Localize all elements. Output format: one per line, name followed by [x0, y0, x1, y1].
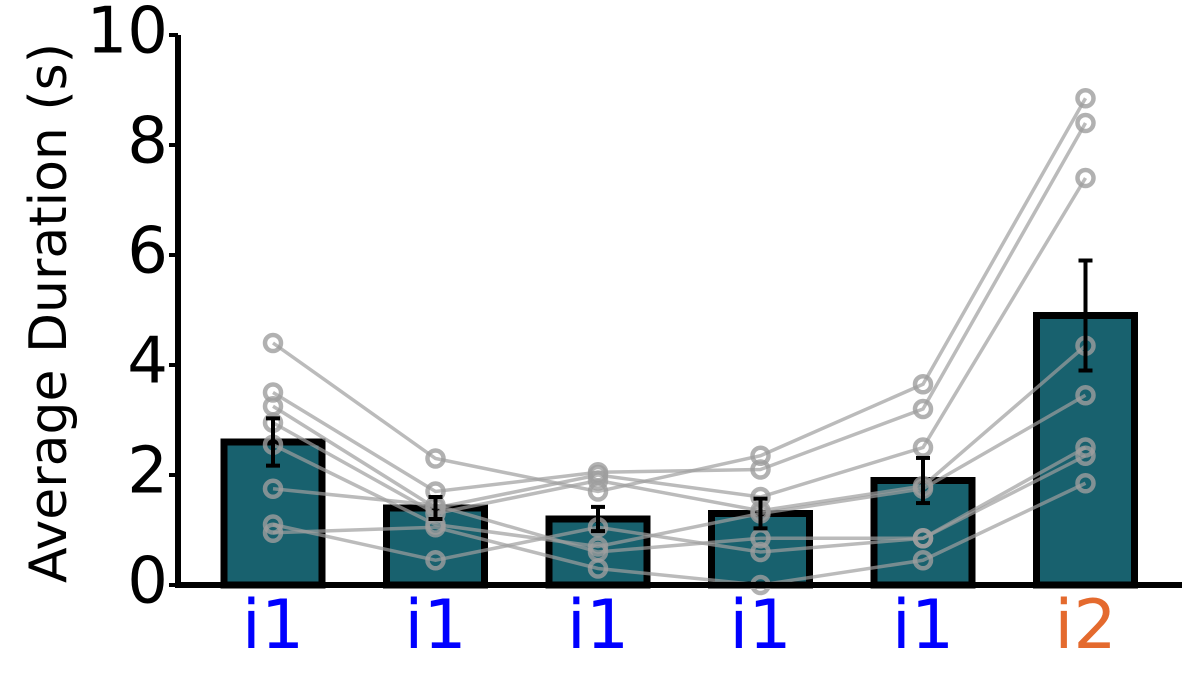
subject-point: [425, 550, 446, 571]
subject-point: [912, 550, 934, 571]
subject-point: [912, 528, 934, 549]
subject-point: [262, 332, 284, 354]
y-tick-label: 0: [127, 545, 168, 619]
subject-point: [912, 437, 934, 458]
subject-point: [262, 478, 284, 499]
error-bar-2: [428, 495, 443, 521]
subject-point: [1075, 167, 1096, 189]
subject-point: [1075, 112, 1096, 134]
subject-point: [1075, 437, 1096, 458]
subject-line-1: [271, 97, 1088, 494]
subject-point: [1075, 385, 1096, 406]
error-bar-6: [1078, 258, 1093, 373]
subject-point: [750, 541, 771, 563]
y-tick-label: 2: [127, 435, 168, 509]
subject-point: [262, 514, 284, 535]
subject-point: [1075, 473, 1096, 494]
y-tick-label: 6: [127, 215, 168, 289]
subject-point: [587, 470, 609, 491]
subject-point: [425, 448, 446, 469]
subject-point: [912, 374, 934, 395]
subject-line-4: [272, 344, 1087, 516]
error-bar-3: [591, 504, 605, 534]
subject-line-5: [272, 393, 1087, 549]
x-tick-label-5: i1: [892, 586, 954, 665]
subject-line-2: [272, 122, 1088, 494]
y-axis-label: Average Duration (s): [19, 43, 79, 583]
error-bar-5: [916, 455, 930, 506]
subject-point: [1075, 445, 1096, 466]
y-tick-label: 10: [87, 0, 168, 69]
y-tick-label: 4: [127, 325, 168, 399]
subject-point: [750, 459, 771, 480]
error-bar-4: [753, 496, 768, 531]
y-tick-label: 8: [127, 105, 168, 179]
subject-point: [912, 398, 934, 420]
x-tick-label-3: i1: [567, 586, 629, 665]
x-tick-label-1: i1: [242, 586, 304, 665]
x-tick-label-6: i2: [1054, 586, 1116, 665]
subject-line-7: [272, 454, 1087, 563]
subject-point: [1075, 88, 1096, 109]
x-tick-label-2: i1: [404, 586, 466, 665]
x-tick-label-4: i1: [729, 586, 791, 665]
error-bar-1: [266, 416, 280, 468]
subject-line-8: [272, 481, 1087, 587]
subject-line-3: [272, 177, 1087, 510]
subject-point: [587, 558, 609, 579]
subject-point: [262, 522, 284, 543]
